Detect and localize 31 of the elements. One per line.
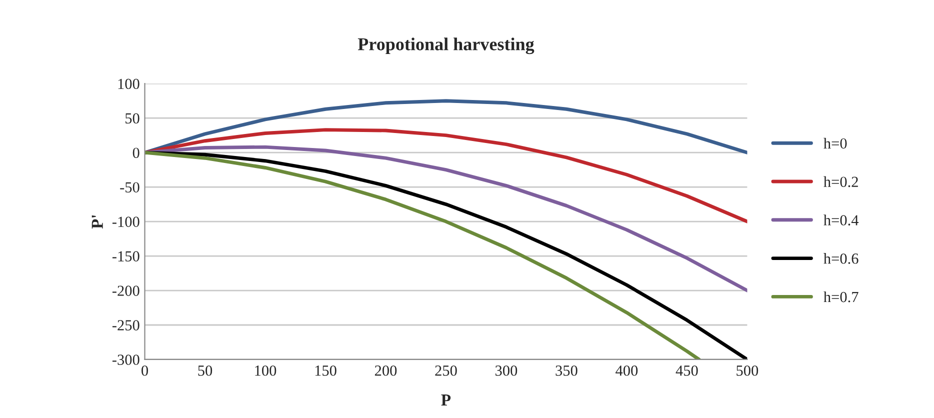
y-tick-label: 100 — [118, 78, 140, 90]
y-tick-label: -250 — [112, 320, 140, 330]
x-tick-label: 200 — [374, 365, 397, 376]
x-tick-label: 0 — [142, 365, 148, 376]
legend-label: h=0.4 — [824, 214, 859, 226]
legend-label: h=0.2 — [824, 176, 858, 188]
y-tick-label: -200 — [112, 286, 140, 296]
line-series — [144, 99, 748, 154]
y-tick-label: -100 — [112, 216, 140, 227]
x-tick-label: 150 — [315, 365, 336, 376]
legend-label: h=0.6 — [824, 253, 858, 264]
x-tick-label: 50 — [198, 365, 212, 376]
line-series — [144, 128, 748, 224]
legend-label: h=0 — [824, 138, 847, 149]
x-tick-label: 250 — [435, 365, 457, 376]
x-tick-label: 350 — [556, 365, 578, 376]
y-tick-label: -300 — [112, 354, 140, 365]
y-tick-label: -50 — [120, 182, 140, 193]
x-tick-label: 450 — [676, 365, 698, 376]
line-series — [144, 145, 748, 292]
chart-title: Propotional harvesting — [358, 38, 534, 54]
x-tick-label: 100 — [255, 365, 276, 376]
y-tick-label: -150 — [112, 251, 140, 262]
x-tick-label: 400 — [616, 365, 638, 376]
x-tick-label: 300 — [496, 365, 518, 376]
legend-label: h=0.7 — [824, 291, 858, 302]
y-axis-title: P' — [92, 215, 103, 229]
y-tick-label: 50 — [126, 113, 140, 124]
x-tick-label: 500 — [736, 365, 758, 376]
x-axis-title: P — [441, 394, 451, 406]
y-tick-label: 0 — [132, 148, 140, 158]
